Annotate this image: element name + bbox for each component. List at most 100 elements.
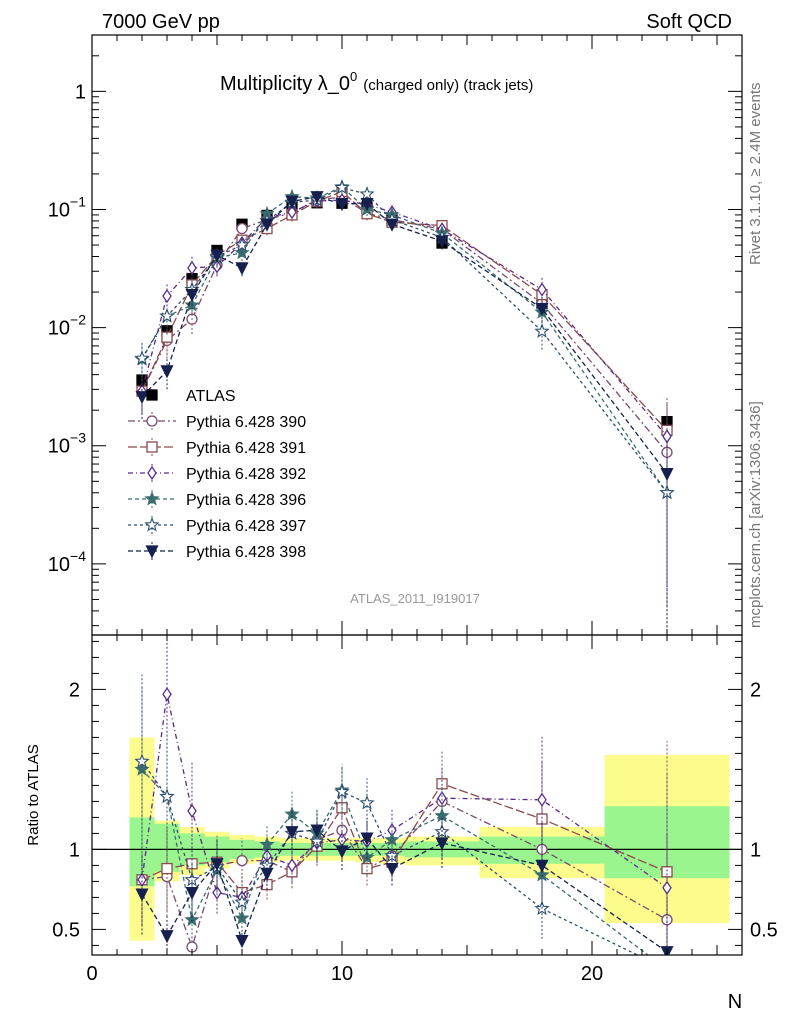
main-point-p398 [235, 262, 249, 276]
legend-entry-atlas: ATLAS [146, 388, 236, 405]
main-line-p396 [141, 186, 668, 494]
ratio-y-tick-label-left: 1 [69, 839, 80, 861]
main-point-p397 [659, 484, 675, 500]
ratio-point-p397 [384, 847, 400, 863]
legend-marker [147, 465, 157, 481]
main-point-p398 [385, 218, 399, 232]
legend-entry-p391: Pythia 6.428 391 [128, 438, 306, 457]
ratio-point-p397 [309, 833, 325, 848]
legend-marker [144, 516, 160, 532]
legend-entry-p398: Pythia 6.428 398 [128, 542, 306, 561]
ratio-point-p398 [285, 826, 299, 840]
ratio-point-p398 [385, 862, 399, 877]
y-tick-label: 10−4 [48, 548, 86, 576]
ratio-point-p398 [335, 845, 349, 859]
ratio-line-p396 [141, 768, 650, 955]
ratio-point-p398 [210, 858, 224, 872]
main-point-p398 [310, 191, 324, 205]
legend-label: Pythia 6.428 390 [186, 414, 306, 431]
main-line-p398 [141, 196, 668, 475]
side-text-mcplots: mcplots.cern.ch [arXiv:1306.3436] [747, 401, 764, 628]
main-point-p392 [162, 288, 172, 304]
main-point-p398 [135, 391, 149, 405]
main-point-p390 [236, 222, 248, 235]
ratio-point-p392 [187, 803, 197, 819]
ratio-ylabel: Ratio to ATLAS [25, 744, 42, 845]
legend-label: ATLAS [186, 388, 236, 405]
legend-entry-p392: Pythia 6.428 392 [128, 464, 306, 483]
main-point-p397 [234, 237, 250, 252]
legend-marker [146, 415, 158, 427]
y-tick-label: 10−3 [48, 430, 86, 458]
ratio-point-p392 [287, 858, 297, 873]
energy-label: 7000 GeV pp [102, 11, 220, 33]
ratio-point-p396 [661, 963, 673, 975]
legend-entry-p396: Pythia 6.428 396 [128, 490, 306, 509]
y-tick-label: 1 [75, 81, 86, 103]
ratio-point-p392 [662, 880, 672, 895]
ratio-point-p397 [159, 788, 175, 804]
x-tick-label: 0 [86, 963, 97, 985]
ratio-point-p398 [160, 930, 174, 944]
ratio-point-p397 [134, 753, 150, 768]
ratio-point-p392 [162, 687, 172, 702]
main-point-p392 [537, 282, 547, 297]
ratio-point-p398 [260, 867, 274, 881]
main-point-p398 [435, 235, 449, 249]
ratio-point-p391 [161, 862, 173, 875]
legend-marker [146, 441, 158, 453]
main-point-p392 [287, 204, 297, 220]
legend-entry-p397: Pythia 6.428 397 [128, 516, 306, 535]
legend-marker [146, 389, 158, 401]
x-tick-label: 10 [331, 963, 353, 985]
ratio-y-tick-label-left: 2 [69, 679, 80, 701]
ratio-point-p397 [184, 871, 200, 887]
ratio-y-tick-label-left: 0.5 [52, 919, 80, 941]
plot-title: Multiplicity λ_00(charged only) (track j… [220, 69, 533, 95]
main-point-p391 [161, 331, 173, 343]
legend: ATLAS Pythia 6.428 390 Pythia 6.428 391 Pyt… [128, 388, 306, 561]
ratio-point-p398 [185, 886, 199, 901]
ratio-point-p397 [234, 894, 250, 909]
ratio-series-p392 [137, 635, 672, 955]
ratio-point-p398 [360, 832, 374, 846]
ratio-point-p396 [534, 866, 550, 882]
legend-entry-p390: Pythia 6.428 390 [128, 412, 306, 431]
main-point-p397 [359, 186, 375, 201]
ratio-point-p390 [236, 854, 248, 867]
y-tick-label: 10−1 [48, 193, 86, 221]
ratio-point-p398 [310, 824, 324, 838]
legend-label: Pythia 6.428 398 [186, 544, 306, 561]
x-tick-label: 20 [581, 963, 603, 985]
legend-label: Pythia 6.428 391 [186, 440, 306, 457]
main-panel: 1 10−1 10−2 10−3 10−4 Multiplicity λ_00(char… [48, 34, 743, 636]
ratio-point-p397 [359, 794, 375, 810]
legend-label: Pythia 6.428 397 [186, 518, 306, 535]
ratio-line-p392 [141, 694, 668, 899]
ratio-point-p398 [235, 934, 249, 949]
ratio-point-p396 [184, 911, 200, 927]
ratio-panel: 0.5 0.51 12 20 10 20 Ratio to ATLAS N [25, 634, 778, 1013]
process-label: Soft QCD [646, 11, 732, 33]
ratio-point-p398 [535, 859, 549, 873]
main-line-p397 [141, 187, 668, 494]
main-point-p398 [660, 468, 674, 482]
ratio-point-p398 [435, 837, 449, 851]
ratio-y-tick-label-right: 1 [750, 839, 761, 861]
legend-marker [145, 545, 159, 559]
ratio-point-p398 [135, 888, 149, 902]
main-point-p392 [187, 260, 197, 276]
main-point-p398 [360, 198, 374, 212]
main-point-p398 [210, 249, 224, 263]
main-line-p390 [141, 196, 668, 453]
side-text-rivet: Rivet 3.1.10, ≥ 2.4M events [747, 83, 764, 266]
ratio-point-p397 [334, 783, 350, 799]
main-point-p397 [159, 308, 175, 323]
main-series-p398 [135, 191, 674, 628]
ratio-point-p392 [537, 792, 547, 807]
y-tick-label: 10−2 [48, 312, 86, 340]
legend-label: Pythia 6.428 396 [186, 492, 306, 509]
ratio-line-p390 [141, 800, 668, 950]
legend-marker [144, 490, 160, 506]
